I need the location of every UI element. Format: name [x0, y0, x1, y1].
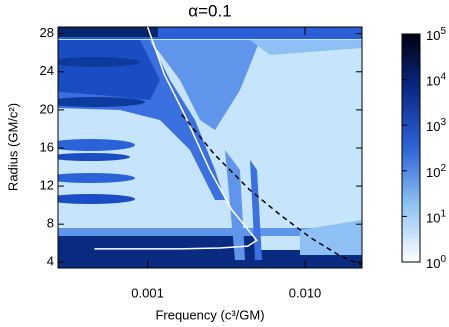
y-tick-label: 28: [40, 25, 54, 40]
colorbar-tick-label: 104: [426, 71, 446, 89]
colorbar-tick-base: 10: [426, 256, 440, 271]
colorbar-tick-exponent: 2: [440, 162, 446, 173]
y-tick-label: 12: [40, 178, 54, 193]
x-axis-label: Frequency (c³/GM): [155, 307, 264, 322]
chart-title: α=0.1: [188, 1, 231, 20]
colorbar-tick-exponent: 1: [440, 208, 446, 219]
y-tick-label: 8: [47, 216, 54, 231]
colorbar-tick-exponent: 0: [440, 254, 446, 265]
y-tick-label: 20: [40, 101, 54, 116]
colorbar-tick-exponent: 4: [440, 71, 446, 82]
y-tick-label: 4: [47, 254, 54, 269]
y-axis-label: Radius (GM/c²): [5, 103, 20, 191]
colorbar-tick-base: 10: [426, 28, 440, 43]
heatmap: [58, 27, 362, 268]
colorbar: [401, 33, 421, 263]
y-tick-label: 16: [40, 139, 54, 154]
colorbar-tick-label: 105: [426, 26, 446, 44]
y-tick-label: 24: [40, 63, 54, 78]
colorbar-tick-base: 10: [426, 120, 440, 135]
colorbar-tick-label: 103: [426, 117, 446, 135]
colorbar-tick-exponent: 3: [440, 117, 446, 128]
series-line: [94, 27, 258, 250]
x-tick-label: 0.001: [131, 285, 164, 300]
x-tick-label: 0.010: [289, 285, 322, 300]
colorbar-tick-label: 102: [426, 162, 446, 180]
colorbar-tick-label: 101: [426, 208, 446, 226]
colorbar-tick-label: 100: [426, 254, 446, 272]
colorbar-tick-base: 10: [426, 211, 440, 226]
colorbar-tick-base: 10: [426, 165, 440, 180]
colorbar-tick-exponent: 5: [440, 26, 446, 37]
colorbar-tick-base: 10: [426, 74, 440, 89]
